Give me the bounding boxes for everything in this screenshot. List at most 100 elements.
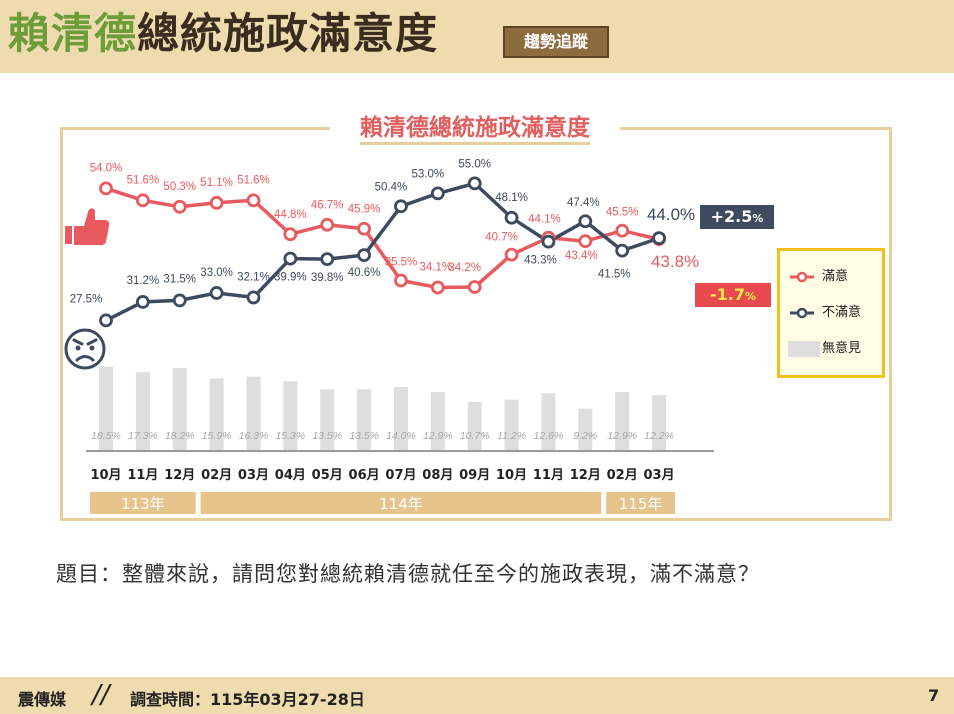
dis-point (394, 199, 408, 214)
none-bar-label: 13.5% (349, 430, 379, 442)
none-bar-label: 10.7% (460, 430, 490, 442)
sat-data-label: 51.1% (200, 177, 233, 189)
change-sat-unit: % (744, 290, 756, 303)
dis-data-label: 33.0% (200, 267, 233, 279)
none-bar (652, 395, 667, 450)
change-dis-unit: % (752, 212, 764, 225)
sat-point (357, 221, 371, 236)
none-bar-label: 16.3% (239, 430, 269, 442)
none-bar (467, 401, 482, 450)
dis-data-label: 32.1% (237, 271, 270, 283)
sat-point (430, 280, 445, 295)
x-tick-label: 09月 (459, 468, 490, 483)
sat-data-label: 46.7% (311, 200, 344, 212)
none-bar (209, 378, 224, 450)
title-rest: 總統施政滿意度 (137, 9, 439, 58)
dis-point (246, 290, 261, 305)
legend-item-sat: 滿意 (788, 267, 883, 287)
sat-point (283, 227, 298, 242)
sat-data-label: 34.2% (448, 262, 481, 274)
survey-time: 調查時間：115年03月27-28日 (130, 690, 365, 709)
year-band (200, 492, 602, 514)
dis-point (615, 243, 630, 258)
dis-point (135, 295, 150, 309)
dis-point (467, 176, 482, 191)
dis-point (430, 186, 445, 201)
dis-data-label: 48.1% (495, 192, 528, 204)
sat-point (320, 217, 335, 232)
dis-point (320, 252, 335, 266)
dis-point (283, 251, 298, 266)
none-bar (283, 381, 298, 450)
angry-face-icon (64, 328, 106, 370)
x-tick-label: 04月 (275, 468, 306, 483)
dis-point (99, 313, 113, 328)
x-tick-label: 06月 (349, 468, 380, 483)
change-badge-satisfied: -1.7% (695, 283, 771, 307)
dis-point (357, 248, 371, 263)
none-bar-label: 15.9% (202, 430, 232, 442)
x-tick-label: 08月 (422, 468, 453, 483)
header-bar (0, 0, 954, 73)
year-label: 114年 (379, 495, 423, 513)
x-tick-label: 12月 (164, 468, 195, 483)
change-sat-value: -1.7 (709, 285, 745, 304)
sat-data-label: 43.8% (651, 252, 699, 271)
none-bar-label: 11.2% (497, 430, 526, 442)
legend-none-label: 無意見 (822, 341, 862, 356)
sat-data-label: 51.6% (237, 174, 270, 186)
dis-data-label: 53.0% (412, 168, 445, 180)
sat-data-label: 54.0% (90, 162, 123, 174)
sat-data-label: 51.6% (127, 174, 160, 186)
none-bar-label: 15.3% (275, 430, 305, 442)
survey-question: 題目：整體來說，請問您對總統賴清德就任至今的施政表現，滿不滿意？ (56, 562, 760, 586)
none-bar (504, 399, 519, 450)
dis-data-label: 43.3% (524, 255, 557, 267)
none-bar (615, 391, 630, 450)
none-bar (172, 368, 187, 450)
dis-data-label: 41.5% (598, 269, 631, 281)
x-tick-label: 03月 (238, 468, 269, 483)
trend-badge: 趨勢追蹤 (503, 26, 609, 58)
chart-legend: 滿意 不滿意 無意見 (777, 248, 885, 378)
dis-point (652, 231, 666, 246)
dis-data-label: 27.5% (70, 293, 103, 305)
x-tick-label: 10月 (90, 468, 121, 483)
dis-data-label: 55.0% (458, 158, 491, 170)
none-bar-label: 18.5% (91, 430, 121, 442)
page-title: 賴清德總統施政滿意度 (8, 8, 438, 60)
year-label: 115年 (619, 495, 663, 513)
sat-point (467, 280, 482, 294)
x-tick-label: 11月 (533, 468, 564, 483)
dis-data-label: 31.2% (127, 275, 160, 287)
none-bar-label: 12.6% (534, 430, 564, 442)
change-badge-dissatisfied: +2.5% (700, 205, 774, 229)
sat-data-label: 43.4% (565, 250, 598, 262)
x-tick-label: 03月 (644, 468, 675, 483)
x-tick-label: 02月 (201, 468, 232, 483)
sat-data-label: 45.9% (348, 204, 381, 216)
x-tick-label: 07月 (385, 468, 416, 483)
dis-data-label: 31.5% (163, 273, 196, 285)
page-number: 7 (928, 686, 940, 705)
dis-point (504, 210, 519, 225)
title-name: 賴清德 (8, 9, 138, 58)
year-label: 113年 (121, 495, 165, 513)
dis-data-label: 50.4% (375, 181, 408, 193)
sat-point (578, 234, 593, 249)
chart-title: 賴清德總統施政滿意度 (330, 113, 620, 145)
legend-none-swatch (788, 341, 820, 357)
dis-data-label: 39.8% (311, 272, 344, 284)
dis-point (578, 214, 593, 229)
none-bar (320, 389, 335, 450)
sat-data-label: 44.1% (528, 214, 561, 226)
chart-title-text: 賴清德總統施政滿意度 (360, 115, 590, 145)
none-bar-label: 18.2% (165, 430, 195, 442)
none-bar-label: 12.2% (644, 430, 674, 442)
sat-data-label: 44.8% (274, 209, 307, 221)
none-bar-label: 12.9% (607, 430, 637, 442)
sat-data-label: 40.7% (485, 232, 518, 244)
x-tick-label: 11月 (127, 468, 158, 483)
sat-point (615, 223, 630, 238)
